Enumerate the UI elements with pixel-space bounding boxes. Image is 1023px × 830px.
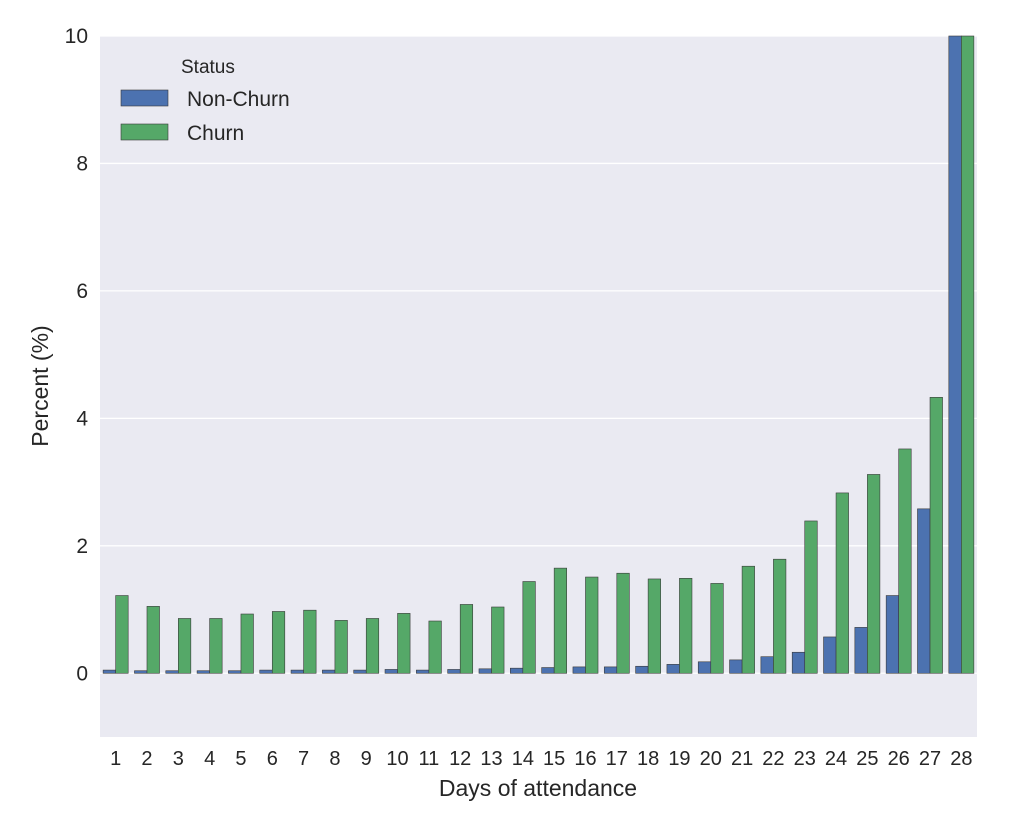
bar-churn-26	[898, 448, 912, 674]
bar-churn-28	[961, 35, 975, 674]
bar-churn-9	[365, 618, 380, 674]
x-tick-label: 24	[825, 748, 847, 770]
bar-non-churn-20	[697, 661, 712, 674]
bar-churn-25	[867, 474, 881, 674]
bar-churn-20	[710, 583, 724, 674]
x-tick-label: 28	[950, 748, 972, 770]
x-tick-label: 5	[235, 748, 246, 770]
bar-churn-4	[209, 618, 223, 674]
bar-non-churn-26	[885, 595, 899, 674]
bar-churn-11	[428, 620, 442, 674]
bar-non-churn-15	[541, 667, 555, 674]
bar-non-churn-27	[917, 508, 931, 674]
legend-swatch-churn	[120, 123, 169, 141]
bar-non-churn-24	[823, 636, 837, 674]
x-tick-label: 3	[173, 748, 184, 770]
bar-churn-10	[397, 613, 411, 674]
x-tick-label: 27	[919, 748, 941, 770]
x-tick-label: 7	[298, 748, 309, 770]
bar-churn-17	[616, 572, 630, 674]
x-tick-label: 12	[449, 748, 471, 770]
bar-non-churn-21	[729, 659, 743, 674]
x-tick-label: 18	[637, 748, 659, 770]
x-tick-label: 21	[731, 748, 753, 770]
x-axis-label: Days of attendance	[439, 775, 637, 801]
y-axis-label: Percent (%)	[27, 325, 53, 446]
x-tick-label: 15	[543, 748, 565, 770]
x-tick-label: 1	[110, 748, 121, 770]
x-tick-label: 11	[418, 748, 439, 770]
bar-churn-16	[585, 576, 599, 674]
y-tick-label: 6	[76, 280, 88, 303]
bar-non-churn-6	[259, 669, 273, 674]
bar-non-churn-1	[102, 669, 116, 674]
bar-churn-21	[741, 565, 755, 674]
bar-churn-18	[647, 578, 661, 674]
bar-churn-24	[835, 492, 849, 674]
y-tick-label: 8	[76, 152, 88, 175]
bar-non-churn-23	[791, 651, 806, 674]
legend-label-churn: Churn	[187, 122, 244, 145]
x-tick-label: 2	[141, 748, 152, 770]
legend-swatch-non-churn	[120, 89, 169, 107]
x-tick-label: 10	[386, 748, 408, 770]
bar-non-churn-28	[948, 35, 962, 674]
x-tick-label: 19	[668, 748, 690, 770]
bar-churn-1	[115, 595, 129, 674]
bar-churn-13	[491, 606, 505, 674]
bar-churn-23	[804, 520, 818, 674]
bar-churn-15	[553, 567, 567, 674]
bar-non-churn-17	[603, 666, 618, 674]
bar-churn-27	[929, 397, 943, 674]
x-tick-label: 22	[762, 748, 784, 770]
y-tick-label: 0	[76, 662, 88, 685]
legend-label-non-churn: Non-Churn	[187, 88, 290, 111]
bar-non-churn-10	[384, 669, 398, 674]
bar-non-churn-7	[290, 669, 304, 674]
bar-non-churn-16	[572, 666, 586, 674]
legend: Status Non-Churn Churn	[120, 57, 290, 145]
bar-non-churn-5	[228, 670, 242, 674]
x-tick-label: 23	[794, 748, 816, 770]
bar-churn-6	[271, 611, 286, 674]
bar-churn-7	[303, 609, 317, 674]
x-tick-label: 20	[700, 748, 722, 770]
x-tick-label: 9	[361, 748, 372, 770]
x-tick-label: 26	[888, 748, 910, 770]
bar-non-churn-12	[447, 669, 461, 674]
bar-non-churn-22	[760, 656, 774, 674]
bar-non-churn-25	[854, 627, 868, 674]
x-tick-label: 16	[574, 748, 596, 770]
y-tick-label: 2	[76, 535, 88, 558]
legend-title: Status	[181, 57, 235, 78]
bar-non-churn-2	[134, 670, 148, 674]
bar-non-churn-11	[416, 669, 430, 674]
y-tick-label: 10	[65, 25, 88, 48]
x-tick-label: 6	[267, 748, 278, 770]
x-tick-label: 13	[480, 748, 502, 770]
bar-non-churn-13	[478, 668, 492, 674]
bar-non-churn-9	[353, 669, 367, 674]
bar-churn-12	[459, 604, 474, 674]
y-tick-label: 4	[76, 407, 88, 430]
x-tick-label: 14	[512, 748, 534, 770]
bar-non-churn-19	[666, 664, 680, 674]
x-tick-label: 4	[204, 748, 215, 770]
bar-churn-19	[679, 578, 693, 674]
x-tick-label: 8	[329, 748, 340, 770]
bar-churn-5	[240, 613, 254, 674]
bar-non-churn-4	[196, 670, 210, 674]
bar-non-churn-8	[322, 669, 336, 674]
bar-churn-8	[334, 620, 348, 674]
bar-churn-14	[522, 581, 536, 674]
x-tick-label: 17	[606, 748, 628, 770]
x-tick-label: 25	[856, 748, 878, 770]
bar-non-churn-14	[510, 667, 524, 674]
bar-non-churn-18	[635, 665, 649, 674]
bar-churn-3	[178, 618, 192, 674]
bar-churn-22	[773, 558, 787, 674]
bar-churn-2	[146, 606, 160, 674]
bar-non-churn-3	[165, 670, 179, 674]
